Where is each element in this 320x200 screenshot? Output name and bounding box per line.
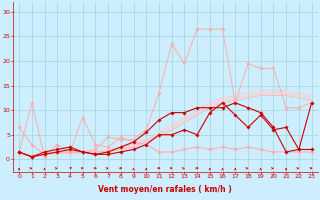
X-axis label: Vent moyen/en rafales ( km/h ): Vent moyen/en rafales ( km/h ) — [99, 185, 232, 194]
